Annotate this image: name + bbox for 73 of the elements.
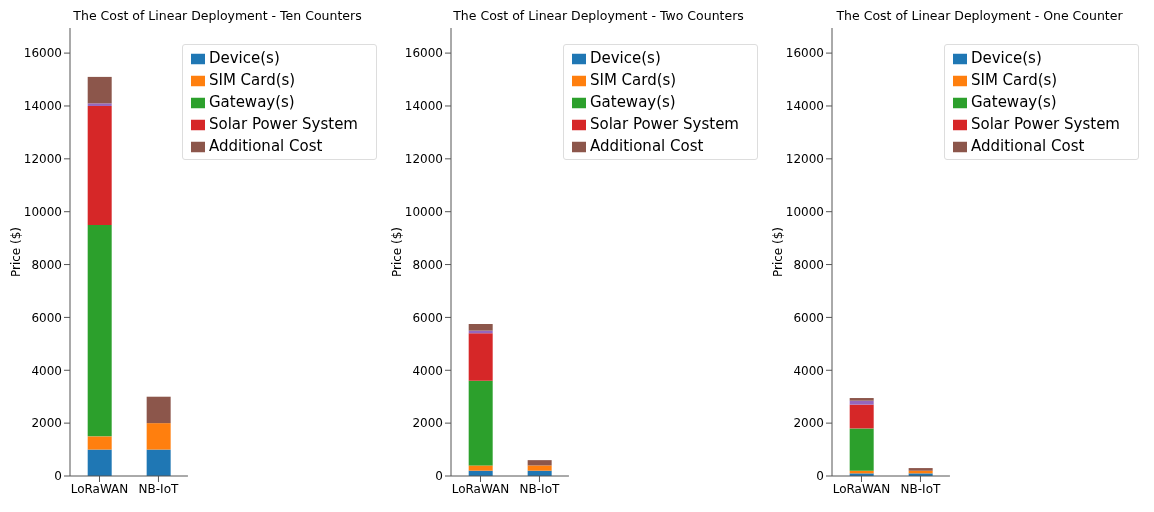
y-tick-label: 10000 [23, 204, 62, 219]
legend-label: SIM Card(s) [970, 71, 1058, 89]
y-tick-label: 8000 [793, 257, 824, 272]
x-tick-label: NB-IoT [138, 481, 179, 496]
text: The Cost of Linear Deployment - Ten Counters [72, 8, 363, 24]
y-tick-label: 14000 [23, 99, 62, 114]
legend-label: Additional Cost [208, 137, 323, 155]
bar [468, 324, 493, 331]
y-tick-label: 10000 [785, 204, 824, 219]
bar [146, 449, 171, 476]
y-tick-label: 2000 [412, 416, 443, 431]
y-tick-label: 6000 [31, 310, 62, 325]
bar [849, 398, 874, 401]
legend-label: Gateway(s) [970, 93, 1057, 111]
x-tick-label: LoRaWAN [832, 481, 891, 496]
y-tick-label: 14000 [404, 99, 443, 114]
legend-label: SIM Card(s) [589, 71, 677, 89]
bar [468, 333, 493, 381]
legend-label: SIM Card(s) [208, 71, 296, 89]
legend-label: Additional Cost [589, 137, 704, 155]
x-tick-label: NB-IoT [900, 481, 941, 496]
y-tick-label: 12000 [23, 152, 62, 167]
legend-label: Solar Power System [589, 115, 739, 133]
y-tick-label: 0 [435, 469, 443, 484]
bar [527, 465, 552, 471]
y-tick-label: 16000 [23, 46, 62, 61]
legend-label: Solar Power System [970, 115, 1120, 133]
y-tick-label: 8000 [412, 257, 443, 272]
bar [87, 449, 112, 476]
y-tick-label: 14000 [785, 99, 824, 114]
bar [146, 423, 171, 450]
bar [146, 396, 171, 424]
bar [527, 460, 552, 466]
x-tick-label: LoRaWAN [70, 481, 129, 496]
bar [87, 76, 112, 104]
legend-label: Device(s) [589, 49, 661, 67]
x-tick-label: LoRaWAN [451, 481, 510, 496]
bar [849, 428, 874, 471]
y-axis-title: Price ($) [390, 226, 405, 278]
text: The Cost of Linear Deployment - One Counter [835, 8, 1124, 24]
y-tick-label: 8000 [31, 257, 62, 272]
y-tick-label: 16000 [785, 46, 824, 61]
legend-label: Additional Cost [970, 137, 1085, 155]
bar [849, 400, 874, 405]
y-tick-label: 10000 [404, 204, 443, 219]
bar [87, 436, 112, 450]
text: The Cost of Linear Deployment - Two Counters [452, 8, 745, 24]
bar [87, 224, 112, 437]
y-tick-label: 16000 [404, 46, 443, 61]
y-tick-label: 0 [54, 469, 62, 484]
y-tick-label: 4000 [793, 363, 824, 378]
bar [468, 380, 493, 466]
y-tick-label: 2000 [793, 416, 824, 431]
y-axis-title: Price ($) [771, 226, 786, 278]
y-tick-label: 12000 [785, 152, 824, 167]
legend-label: Device(s) [208, 49, 280, 67]
y-tick-label: 6000 [412, 310, 443, 325]
y-tick-label: 12000 [404, 152, 443, 167]
x-tick-label: NB-IoT [519, 481, 560, 496]
y-tick-label: 6000 [793, 310, 824, 325]
legend-label: Device(s) [970, 49, 1042, 67]
y-tick-label: 2000 [31, 416, 62, 431]
bar [87, 103, 112, 106]
bar [849, 404, 874, 429]
y-tick-label: 0 [816, 469, 824, 484]
legend-label: Gateway(s) [208, 93, 295, 111]
bar [87, 105, 112, 225]
y-tick-label: 4000 [31, 363, 62, 378]
y-tick-label: 4000 [412, 363, 443, 378]
bar [468, 465, 493, 471]
legend-label: Gateway(s) [589, 93, 676, 111]
legend-label: Solar Power System [208, 115, 358, 133]
y-axis-title: Price ($) [9, 226, 24, 278]
